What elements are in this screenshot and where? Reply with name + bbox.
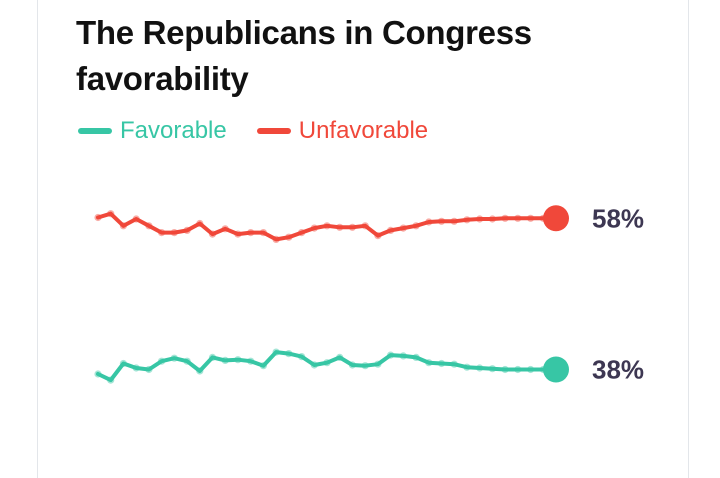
- data-point-unfavorable: [374, 232, 382, 240]
- legend-swatch-favorable: [78, 128, 112, 134]
- data-point-unfavorable: [247, 229, 255, 237]
- data-point-unfavorable: [361, 222, 369, 230]
- series-unfavorable: 58%: [94, 203, 644, 243]
- data-point-unfavorable: [476, 215, 484, 223]
- data-point-favorable: [298, 353, 306, 361]
- series-favorable: 38%: [94, 348, 644, 385]
- data-point-favorable: [387, 351, 395, 359]
- data-point-unfavorable: [272, 235, 280, 243]
- data-point-unfavorable: [259, 229, 267, 237]
- data-point-unfavorable: [501, 214, 509, 222]
- data-point-unfavorable: [94, 213, 102, 222]
- data-point-favorable: [119, 359, 127, 368]
- data-point-favorable: [208, 353, 217, 361]
- data-point-favorable: [145, 365, 153, 374]
- data-point-favorable: [412, 353, 420, 361]
- data-point-unfavorable: [298, 229, 306, 237]
- data-point-unfavorable: [425, 218, 433, 226]
- data-point-favorable: [348, 361, 356, 369]
- data-point-unfavorable: [336, 223, 344, 231]
- end-point-unfavorable: [543, 205, 569, 232]
- data-point-unfavorable: [437, 217, 446, 225]
- data-point-favorable: [437, 359, 446, 368]
- legend-swatch-unfavorable: [256, 128, 291, 134]
- data-point-unfavorable: [132, 215, 140, 223]
- legend-label-favorable: Favorable: [120, 117, 227, 144]
- data-point-unfavorable: [158, 229, 166, 237]
- data-point-unfavorable: [196, 219, 204, 228]
- data-point-favorable: [158, 357, 166, 365]
- data-point-favorable: [170, 354, 178, 362]
- data-point-favorable: [323, 359, 331, 367]
- end-label-unfavorable: 58%: [592, 203, 644, 233]
- series-line-favorable: [96, 350, 558, 383]
- end-label-favorable: 38%: [592, 355, 644, 385]
- chart-card: [37, 0, 689, 478]
- data-point-unfavorable: [170, 229, 178, 237]
- data-point-unfavorable: [463, 216, 471, 224]
- data-point-favorable: [361, 362, 369, 370]
- data-point-unfavorable: [514, 214, 522, 222]
- data-point-favorable: [310, 361, 318, 369]
- data-point-favorable: [272, 348, 280, 356]
- data-point-unfavorable: [119, 222, 127, 230]
- data-point-unfavorable: [183, 226, 191, 234]
- chart-title: The Republicans in Congress favorability: [76, 14, 532, 97]
- data-point-unfavorable: [348, 223, 356, 231]
- data-point-favorable: [425, 359, 433, 367]
- data-point-unfavorable: [310, 224, 318, 232]
- data-point-favorable: [221, 356, 229, 364]
- data-point-favorable: [247, 357, 255, 365]
- data-point-unfavorable: [234, 230, 242, 238]
- data-point-favorable: [374, 360, 382, 368]
- end-point-favorable: [543, 356, 569, 383]
- data-point-favorable: [527, 365, 535, 374]
- data-point-unfavorable: [145, 222, 153, 230]
- series-line-unfavorable: [96, 211, 558, 242]
- data-point-favorable: [450, 360, 458, 368]
- data-point-favorable: [476, 364, 484, 372]
- data-point-favorable: [196, 367, 204, 375]
- data-point-unfavorable: [323, 222, 331, 230]
- data-point-favorable: [463, 363, 471, 371]
- data-point-favorable: [234, 356, 242, 364]
- data-point-unfavorable: [527, 214, 535, 222]
- data-point-favorable: [501, 365, 509, 374]
- legend-item-unfavorable: Unfavorable: [256, 117, 429, 145]
- chart-legend: Favorable Unfavorable: [78, 114, 458, 148]
- data-point-unfavorable: [208, 230, 217, 238]
- data-point-unfavorable: [412, 222, 420, 230]
- data-point-unfavorable: [450, 217, 458, 225]
- data-point-unfavorable: [399, 224, 407, 232]
- data-point-favorable: [285, 350, 293, 358]
- data-point-unfavorable: [387, 226, 395, 234]
- data-point-unfavorable: [221, 225, 229, 233]
- data-point-favorable: [336, 353, 344, 361]
- data-point-unfavorable: [488, 215, 496, 223]
- data-point-favorable: [399, 352, 407, 360]
- data-point-favorable: [132, 364, 140, 372]
- data-point-unfavorable: [107, 210, 115, 218]
- data-point-favorable: [94, 370, 102, 378]
- data-point-favorable: [514, 365, 522, 374]
- data-point-favorable: [183, 357, 191, 365]
- data-point-unfavorable: [285, 233, 293, 241]
- data-point-favorable: [107, 376, 115, 384]
- data-point-favorable: [488, 365, 496, 373]
- legend-item-favorable: Favorable: [78, 117, 227, 145]
- legend-label-unfavorable: Unfavorable: [298, 117, 429, 144]
- data-point-favorable: [259, 362, 267, 370]
